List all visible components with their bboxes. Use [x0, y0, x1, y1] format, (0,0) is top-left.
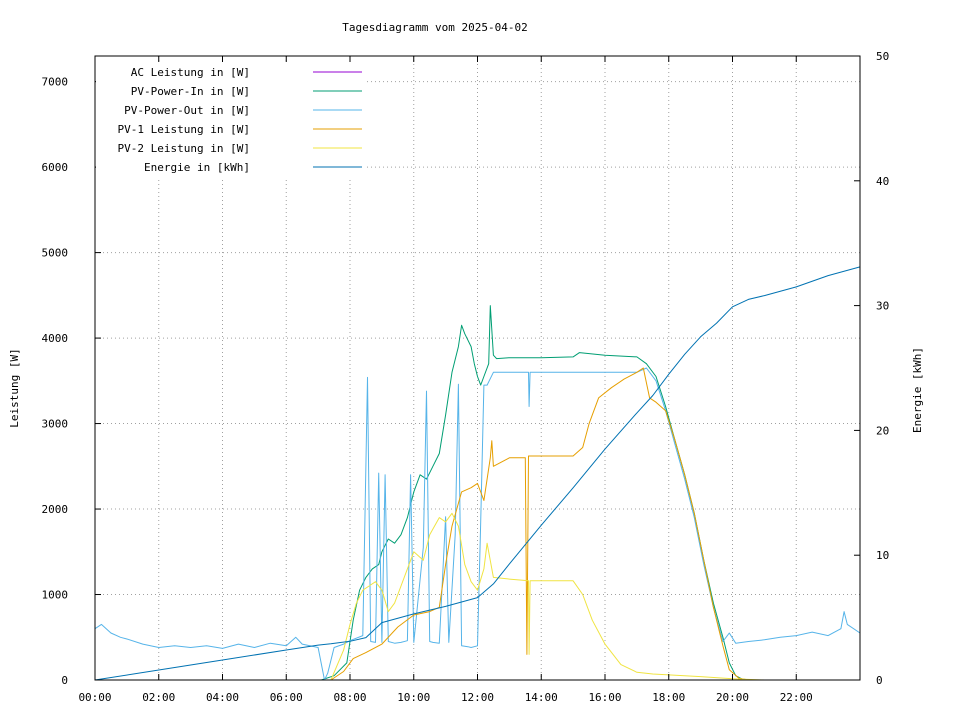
x-tick-label: 22:00	[780, 691, 813, 704]
x-tick-label: 20:00	[716, 691, 749, 704]
series-line-energie-in-kwh	[94, 266, 861, 681]
series-layer	[94, 266, 861, 681]
x-tick-label: 16:00	[588, 691, 621, 704]
legend-label: PV-2 Leistung in [W]	[118, 142, 250, 155]
y2-tick-label: 30	[876, 300, 889, 313]
axis-layer: 00:00 02:00 04:00 06:00 08:00 10:00 12:00 14:00…	[42, 50, 890, 704]
x-tick-label: 10:00	[397, 691, 430, 704]
legend-label: PV-Power-Out in [W]	[124, 104, 250, 117]
series-line-pv-1-leistung-in-w	[95, 367, 860, 681]
y2-tick-label: 0	[876, 674, 883, 687]
legend-label: Energie in [kWh]	[144, 161, 250, 174]
x-tick-label: 00:00	[78, 691, 111, 704]
y2-tick-label: 50	[876, 50, 889, 63]
y2-tick-label: 20	[876, 424, 889, 437]
chart-title: Tagesdiagramm vom 2025-04-02	[342, 21, 527, 34]
x-tick-label: 04:00	[206, 691, 239, 704]
x-tick-label: 12:00	[461, 691, 494, 704]
y-tick-label: 0	[61, 674, 68, 687]
y-tick-label: 6000	[42, 161, 69, 174]
y2-tick-label: 40	[876, 175, 889, 188]
legend-label: AC Leistung in [W]	[131, 66, 250, 79]
x-tick-label: 18:00	[652, 691, 685, 704]
y-tick-label: 4000	[42, 332, 69, 345]
x-tick-label: 14:00	[525, 691, 558, 704]
legend-label: PV-Power-In in [W]	[131, 85, 250, 98]
legend-background	[96, 62, 366, 178]
y2-tick-label: 10	[876, 549, 889, 562]
legend-label: PV-1 Leistung in [W]	[118, 123, 250, 136]
y-tick-label: 2000	[42, 503, 69, 516]
y-axis-label: Leistung [W]	[8, 348, 21, 427]
y-tick-label: 5000	[42, 247, 69, 260]
y-tick-label: 1000	[42, 589, 69, 602]
y-tick-label: 3000	[42, 418, 69, 431]
y-tick-label: 7000	[42, 76, 69, 89]
x-tick-label: 02:00	[142, 691, 175, 704]
x-tick-label: 08:00	[333, 691, 366, 704]
series-line-pv-2-leistung-in-w	[95, 512, 860, 681]
x-tick-label: 06:00	[270, 691, 303, 704]
legend: AC Leistung in [W] PV-Power-In in [W] PV-P…	[96, 62, 366, 178]
y2-axis-label: Energie [kWh]	[911, 347, 924, 433]
